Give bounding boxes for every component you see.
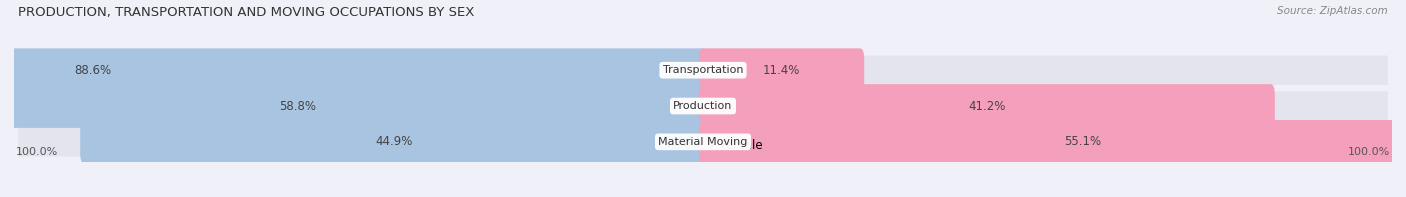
Text: 88.6%: 88.6% xyxy=(75,64,111,77)
Text: 41.2%: 41.2% xyxy=(969,99,1005,112)
Text: Transportation: Transportation xyxy=(662,65,744,75)
FancyBboxPatch shape xyxy=(18,127,1388,157)
FancyBboxPatch shape xyxy=(699,84,1275,128)
Text: 58.8%: 58.8% xyxy=(280,99,316,112)
Legend: Male, Female: Male, Female xyxy=(638,134,768,157)
FancyBboxPatch shape xyxy=(80,120,707,164)
Text: Production: Production xyxy=(673,101,733,111)
Text: Material Moving: Material Moving xyxy=(658,137,748,147)
Text: 44.9%: 44.9% xyxy=(375,135,412,148)
FancyBboxPatch shape xyxy=(0,84,707,128)
FancyBboxPatch shape xyxy=(18,91,1388,121)
FancyBboxPatch shape xyxy=(18,56,1388,85)
Text: 55.1%: 55.1% xyxy=(1064,135,1101,148)
Text: PRODUCTION, TRANSPORTATION AND MOVING OCCUPATIONS BY SEX: PRODUCTION, TRANSPORTATION AND MOVING OC… xyxy=(18,6,475,19)
Text: 11.4%: 11.4% xyxy=(763,64,800,77)
FancyBboxPatch shape xyxy=(699,120,1406,164)
Text: 100.0%: 100.0% xyxy=(1348,147,1391,157)
Text: 100.0%: 100.0% xyxy=(15,147,58,157)
FancyBboxPatch shape xyxy=(0,48,707,92)
FancyBboxPatch shape xyxy=(699,48,865,92)
Text: Source: ZipAtlas.com: Source: ZipAtlas.com xyxy=(1277,6,1388,16)
